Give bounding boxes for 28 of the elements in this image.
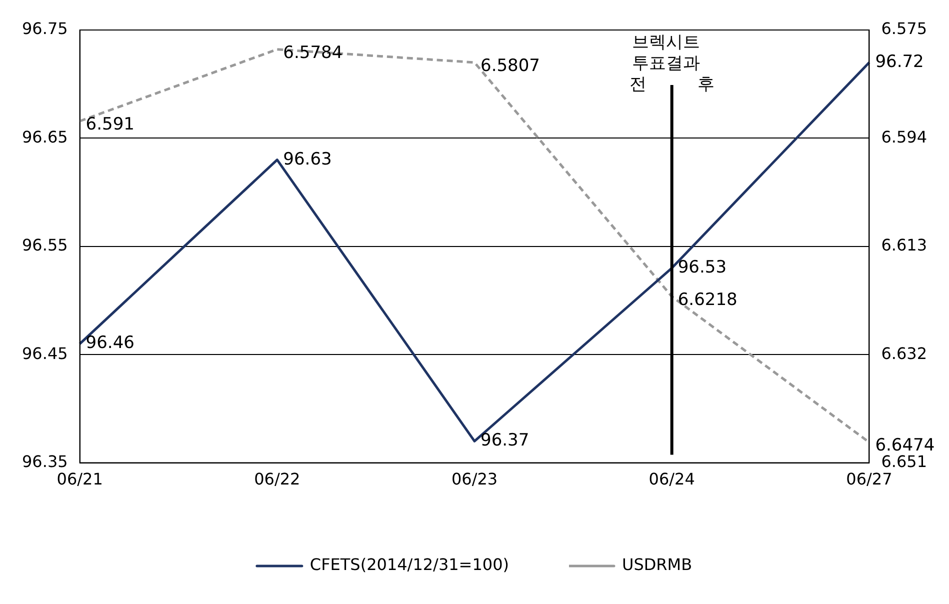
legend-label: CFETS(2014/12/31=100) [310, 555, 509, 574]
data-label: 6.5784 [283, 42, 343, 63]
x-tick-label: 06/23 [451, 470, 498, 489]
data-label: 96.46 [86, 333, 134, 354]
y2-tick-label: 6.594 [881, 127, 928, 146]
data-label: 96.72 [875, 52, 924, 72]
data-label: 6.591 [86, 114, 134, 135]
annotation: 전 [629, 74, 646, 94]
x-tick-label: 06/22 [254, 470, 300, 489]
y2-tick-label: 6.632 [881, 344, 928, 363]
data-label: 96.53 [678, 257, 727, 278]
annotation: 후 [697, 74, 714, 94]
y-tick-label: 96.55 [22, 236, 68, 255]
y-tick-label: 96.45 [22, 344, 68, 363]
y2-tick-label: 6.575 [881, 19, 928, 38]
legend-label: USDRMB [622, 555, 692, 574]
x-tick-label: 06/27 [846, 470, 892, 489]
ref-line-label: 브렉시트 투표결과 [632, 32, 700, 74]
y-tick-label: 96.65 [22, 127, 68, 146]
data-label: 96.37 [480, 430, 530, 451]
y-tick-label: 96.35 [22, 452, 68, 471]
data-label: 6.6218 [678, 290, 738, 310]
y-tick-label: 96.75 [22, 19, 68, 38]
data-label: 6.5807 [480, 56, 540, 76]
x-tick-label: 06/24 [648, 470, 695, 489]
data-label: 96.63 [283, 149, 332, 170]
y2-tick-label: 6.613 [881, 236, 928, 255]
x-tick-label: 06/21 [56, 470, 103, 489]
